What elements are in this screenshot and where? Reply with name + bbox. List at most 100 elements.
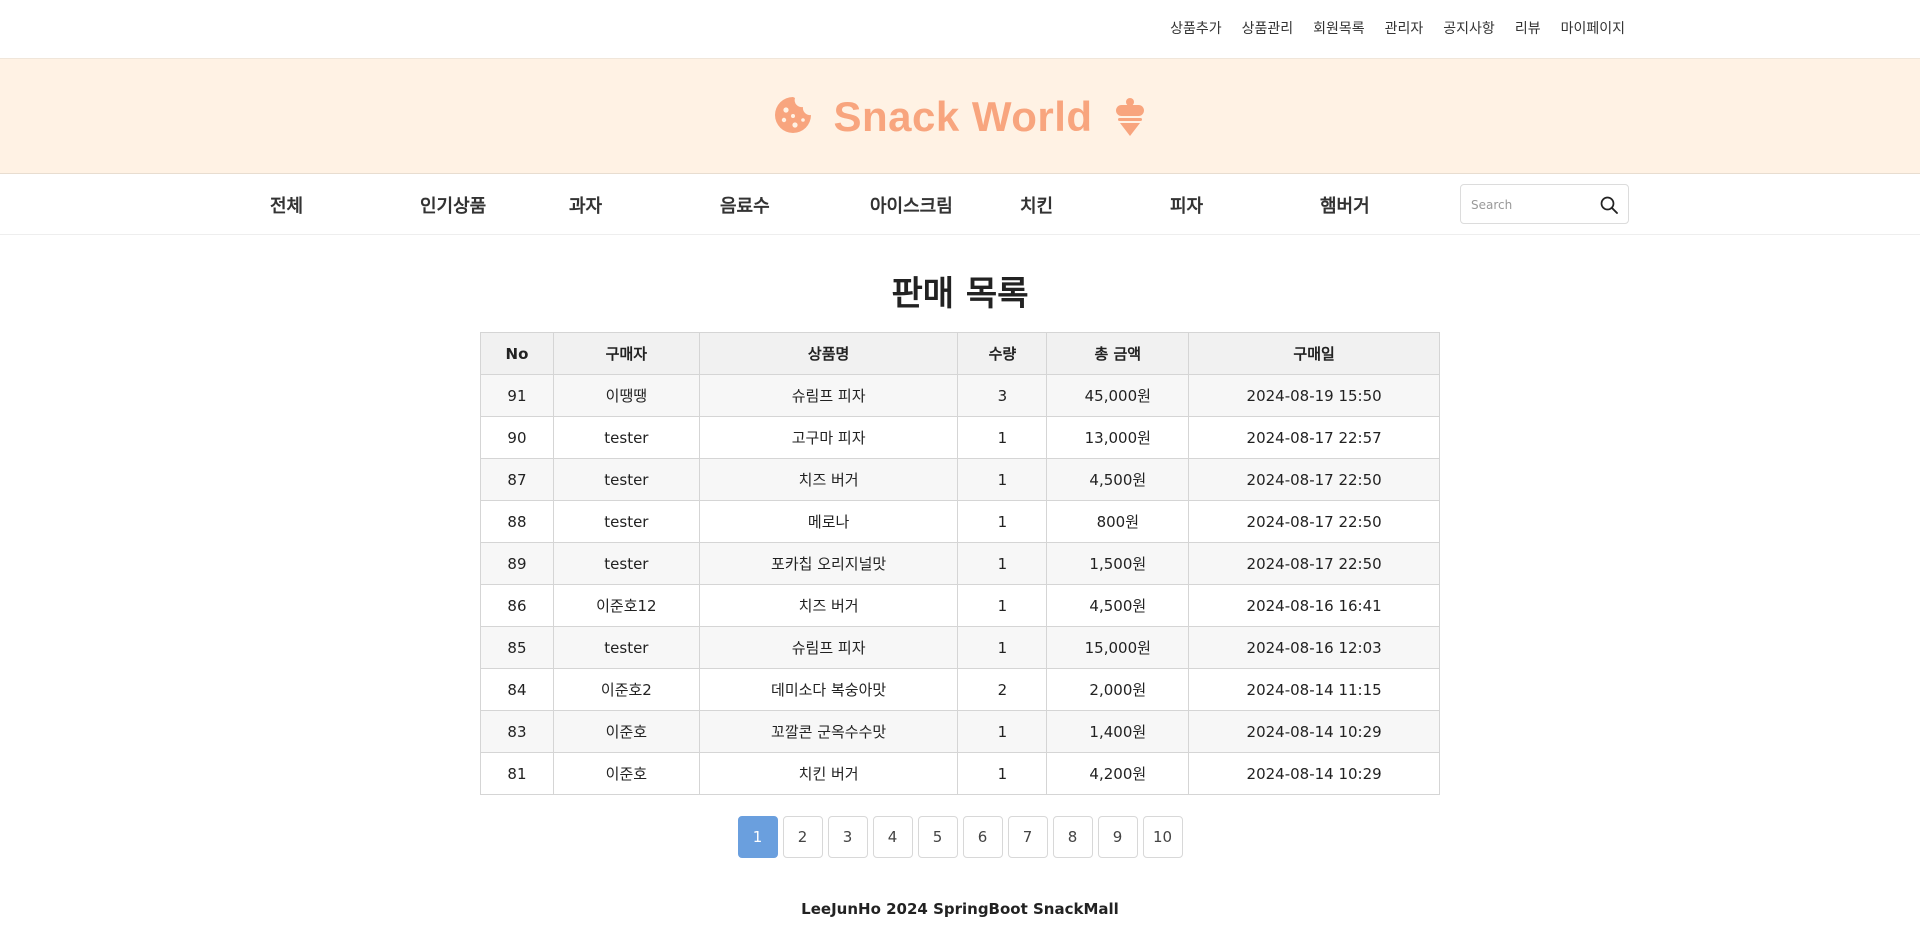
footer-text: LeeJunHo 2024 SpringBoot SnackMall [801,900,1119,918]
review-link[interactable]: 리뷰 [1514,21,1541,37]
cell-total: 4,500원 [1046,458,1190,501]
cell-product: 치즈 버거 [698,458,959,501]
cell-no: 83 [480,710,554,753]
column-header-total: 총 금액 [1046,332,1190,375]
table-row: 87 tester 치즈 버거 1 4,500원 2024-08-17 22:50 [480,458,1440,501]
brand-logo[interactable]: Snack World [0,93,1920,141]
cell-total: 1,400원 [1046,710,1190,753]
cell-product: 치즈 버거 [698,584,959,627]
category-icecream[interactable]: 아이스크림 [870,196,953,217]
category-drinks[interactable]: 음료수 [720,196,770,217]
cell-total: 4,500원 [1046,584,1190,627]
cell-product: 데미소다 복숭아맛 [698,668,959,711]
cell-total: 800원 [1046,500,1190,543]
page-button-7[interactable]: 7 [1007,816,1048,858]
page-button-2[interactable]: 2 [782,816,823,858]
cell-buyer: tester [552,626,700,669]
category-chicken[interactable]: 치킨 [1020,196,1054,217]
category-all[interactable]: 전체 [270,196,304,217]
cell-buyer: tester [552,416,700,459]
page-button-9[interactable]: 9 [1097,816,1138,858]
cell-buyer: tester [552,458,700,501]
table-row: 86 이준호12 치즈 버거 1 4,500원 2024-08-16 16:41 [480,584,1440,627]
cell-date: 2024-08-14 10:29 [1188,710,1440,753]
mypage-link[interactable]: 마이페이지 [1560,21,1625,37]
category-snacks[interactable]: 과자 [569,196,603,217]
cell-date: 2024-08-17 22:50 [1188,500,1440,543]
page-button-10[interactable]: 10 [1142,816,1183,858]
cell-quantity: 1 [957,584,1048,627]
cell-no: 90 [480,416,554,459]
ice-cream-icon [1113,94,1147,140]
notice-link[interactable]: 공지사항 [1443,21,1495,37]
manage-products-link[interactable]: 상품관리 [1241,21,1294,37]
table-row: 90 tester 고구마 피자 1 13,000원 2024-08-17 22:57 [480,416,1440,459]
member-list-link[interactable]: 회원목록 [1313,21,1365,37]
cell-buyer: 이땡땡 [552,374,700,417]
cell-quantity: 1 [957,542,1048,585]
cell-quantity: 1 [957,416,1048,459]
table-row: 88 tester 메로나 1 800원 2024-08-17 22:50 [480,500,1440,543]
search-input[interactable] [1471,194,1591,216]
cell-no: 84 [480,668,554,711]
admin-link[interactable]: 관리자 [1384,21,1424,37]
cell-product: 고구마 피자 [698,416,959,459]
category-popular[interactable]: 인기상품 [420,196,487,217]
table-row: 91 이땡땡 슈림프 피자 3 45,000원 2024-08-19 15:50 [480,374,1440,417]
cell-no: 85 [480,626,554,669]
cell-date: 2024-08-17 22:50 [1188,458,1440,501]
cell-buyer: 이준호 [552,752,700,795]
cell-total: 1,500원 [1046,542,1190,585]
cell-quantity: 1 [957,458,1048,501]
cell-total: 45,000원 [1046,374,1190,417]
add-product-link[interactable]: 상품추가 [1170,21,1222,37]
cell-quantity: 1 [957,752,1048,795]
column-header-date: 구매일 [1188,332,1440,375]
table-row: 83 이준호 꼬깔콘 군옥수수맛 1 1,400원 2024-08-14 10:29 [480,710,1440,753]
category-burger[interactable]: 햄버거 [1320,196,1370,217]
cell-no: 88 [480,500,554,543]
table-row: 81 이준호 치킨 버거 1 4,200원 2024-08-14 10:29 [480,752,1440,795]
cell-product: 슈림프 피자 [698,374,959,417]
cell-date: 2024-08-14 10:29 [1188,752,1440,795]
cell-buyer: 이준호12 [552,584,700,627]
column-header-no: No [480,332,554,375]
cell-total: 15,000원 [1046,626,1190,669]
cell-quantity: 2 [957,668,1048,711]
cookie-icon [773,95,813,139]
cell-quantity: 1 [957,626,1048,669]
admin-links: 상품추가 상품관리 회원목록 관리자 공지사항 리뷰 마이페이지 [1170,18,1625,38]
column-header-quantity: 수량 [957,332,1048,375]
cell-total: 13,000원 [1046,416,1190,459]
cell-buyer: 이준호 [552,710,700,753]
cell-buyer: 이준호2 [552,668,700,711]
cell-total: 4,200원 [1046,752,1190,795]
page-button-5[interactable]: 5 [917,816,958,858]
search-box [1460,184,1629,224]
page-button-1[interactable]: 1 [737,816,778,858]
cell-product: 슈림프 피자 [698,626,959,669]
page-button-4[interactable]: 4 [872,816,913,858]
page-title: 판매 목록 [891,274,1029,314]
cell-buyer: tester [552,542,700,585]
cell-quantity: 1 [957,710,1048,753]
category-pizza[interactable]: 피자 [1170,196,1204,217]
cell-no: 89 [480,542,554,585]
site-title: Snack World [833,93,1093,140]
cell-no: 86 [480,584,554,627]
category-nav: 전체 인기상품 과자 음료수 아이스크림 치킨 피자 햄버거 [0,174,1920,235]
table-row: 89 tester 포카칩 오리지널맛 1 1,500원 2024-08-17 22:50 [480,542,1440,585]
cell-total: 2,000원 [1046,668,1190,711]
page-button-6[interactable]: 6 [962,816,1003,858]
cell-date: 2024-08-17 22:57 [1188,416,1440,459]
cell-date: 2024-08-16 12:03 [1188,626,1440,669]
cell-product: 꼬깔콘 군옥수수맛 [698,710,959,753]
page-button-8[interactable]: 8 [1052,816,1093,858]
cell-product: 메로나 [698,500,959,543]
page-button-3[interactable]: 3 [827,816,868,858]
cell-buyer: tester [552,500,700,543]
search-icon[interactable] [1599,195,1619,215]
sales-table: No 구매자 상품명 수량 총 금액 구매일 91 이땡땡 슈림프 피자 3 45,00… [480,332,1440,795]
cell-product: 포카칩 오리지널맛 [698,542,959,585]
cell-no: 81 [480,752,554,795]
